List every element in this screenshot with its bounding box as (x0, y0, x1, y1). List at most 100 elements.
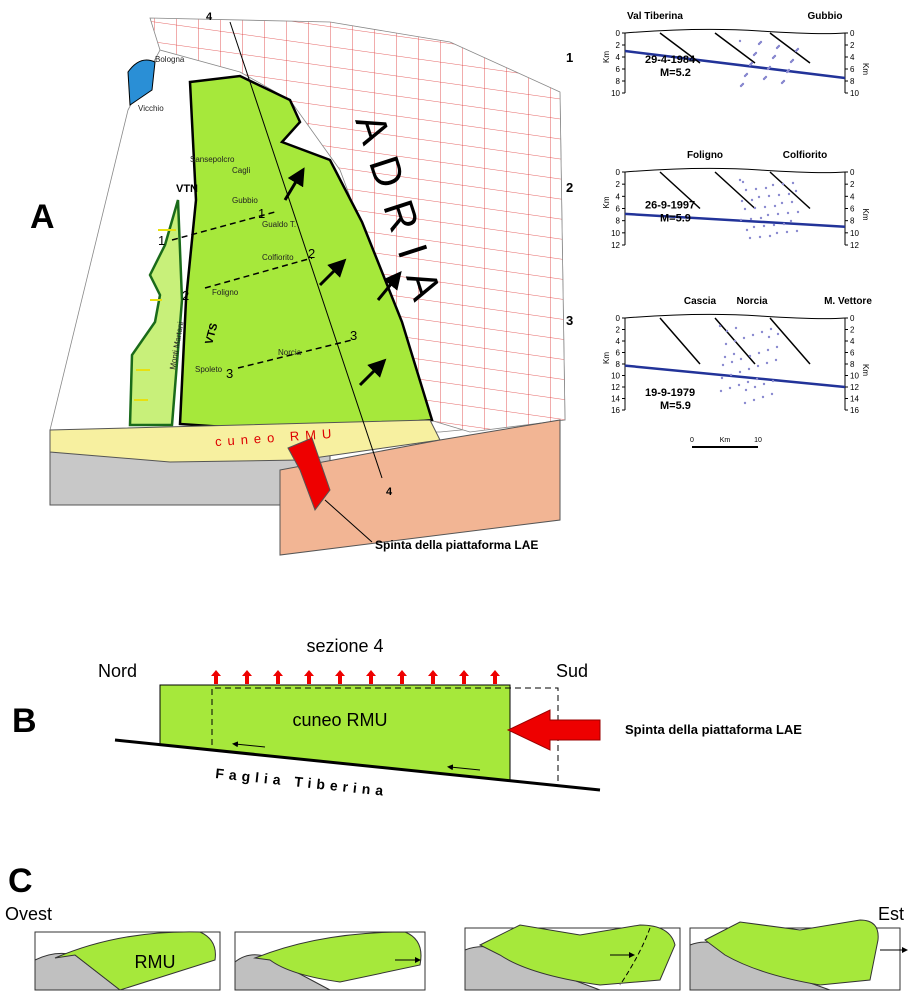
event (777, 213, 779, 215)
axis-unit: Km (602, 196, 611, 208)
tick-label: 6 (616, 65, 621, 74)
tick-label: 16 (850, 406, 859, 415)
fault-label: Faglia Tiberina (215, 765, 389, 799)
panel-letter: A (30, 198, 55, 236)
uplift-arrow (304, 670, 314, 684)
uplift-arrow (428, 670, 438, 684)
event (767, 349, 769, 351)
event (740, 219, 742, 221)
fault (715, 33, 755, 63)
axis-unit: Km (861, 364, 870, 376)
event (778, 194, 780, 196)
town: Spoleto (195, 365, 223, 374)
fault (770, 172, 810, 209)
town: Gubbio (232, 196, 258, 205)
event (724, 356, 726, 358)
west-label: Ovest (5, 904, 52, 924)
event (740, 358, 742, 360)
uplift-arrow (273, 670, 283, 684)
event (769, 66, 771, 68)
event (726, 330, 728, 332)
place: Gubbio (808, 11, 843, 22)
event (752, 334, 754, 336)
event (797, 211, 799, 213)
scale-label: 10 (754, 437, 762, 444)
figure: A ADRIA 4 4 Bologna Vicchio Sansepolcro … (0, 0, 916, 1003)
tick-label: 0 (616, 314, 621, 323)
town: Vicchio (138, 104, 164, 113)
tick-label: 2 (850, 41, 855, 50)
magnitude: M=5.9 (660, 213, 691, 225)
north-label: Nord (98, 661, 137, 681)
event (731, 361, 733, 363)
axis-unit: Km (861, 63, 870, 75)
tick-label: 2 (616, 180, 621, 189)
place: Norcia (736, 296, 768, 307)
tick-label: 10 (611, 229, 620, 238)
push-arrow-b (508, 710, 600, 750)
event (725, 343, 727, 345)
axis-unit: Km (602, 352, 611, 364)
tick-label: 6 (850, 65, 855, 74)
event (797, 48, 799, 50)
town: Colfiorito (262, 253, 294, 262)
tick-label: 0 (616, 29, 621, 38)
tick-label: 16 (611, 406, 620, 415)
fault (770, 318, 810, 364)
tick-label: 8 (616, 77, 621, 86)
event (772, 184, 774, 186)
tick-label: 4 (616, 192, 621, 201)
section-number: 3 (566, 313, 573, 328)
event (774, 205, 776, 207)
tick-label: 4 (616, 337, 621, 346)
event (746, 229, 748, 231)
tick-label: 0 (616, 168, 621, 177)
event (749, 237, 751, 239)
trace-label: 3 (350, 328, 357, 343)
event (787, 212, 789, 214)
tick-label: 8 (850, 77, 855, 86)
event (739, 179, 741, 181)
event-date: 19-9-1979 (645, 387, 695, 399)
topography (625, 168, 845, 172)
topography (625, 314, 845, 318)
event (739, 371, 741, 373)
fault (715, 172, 755, 209)
push-label: Spinta della piattaforma LAE (625, 722, 802, 737)
panel-letter: C (8, 862, 33, 900)
event (774, 55, 776, 57)
uplift-arrow (242, 670, 252, 684)
fault (660, 318, 700, 364)
town: Sansepolcro (190, 155, 235, 164)
tick-label: 2 (616, 326, 621, 335)
uplift-arrow (459, 670, 469, 684)
tick-label: 10 (850, 229, 859, 238)
tick-label: 4 (850, 337, 855, 346)
event (754, 207, 756, 209)
event (751, 199, 753, 201)
section-end: 4 (206, 11, 213, 23)
event (738, 384, 740, 386)
trace-label: 2 (308, 246, 315, 261)
event (758, 352, 760, 354)
event (722, 364, 724, 366)
event (776, 346, 778, 348)
trace-label: 3 (226, 366, 233, 381)
event (770, 328, 772, 330)
master-fault (625, 366, 845, 387)
event (745, 389, 747, 391)
east-label: Est (878, 904, 904, 924)
axis-unit: Km (602, 51, 611, 63)
event (765, 76, 767, 78)
uplift-arrow (211, 670, 221, 684)
tick-label: 0 (850, 29, 855, 38)
event (791, 201, 793, 203)
trace-label: 1 (258, 206, 265, 221)
event (766, 362, 768, 364)
trace-label: 2 (182, 288, 189, 303)
event (790, 220, 792, 222)
event (751, 62, 753, 64)
event (768, 195, 770, 197)
event (776, 232, 778, 234)
uplift-arrows (211, 670, 500, 684)
